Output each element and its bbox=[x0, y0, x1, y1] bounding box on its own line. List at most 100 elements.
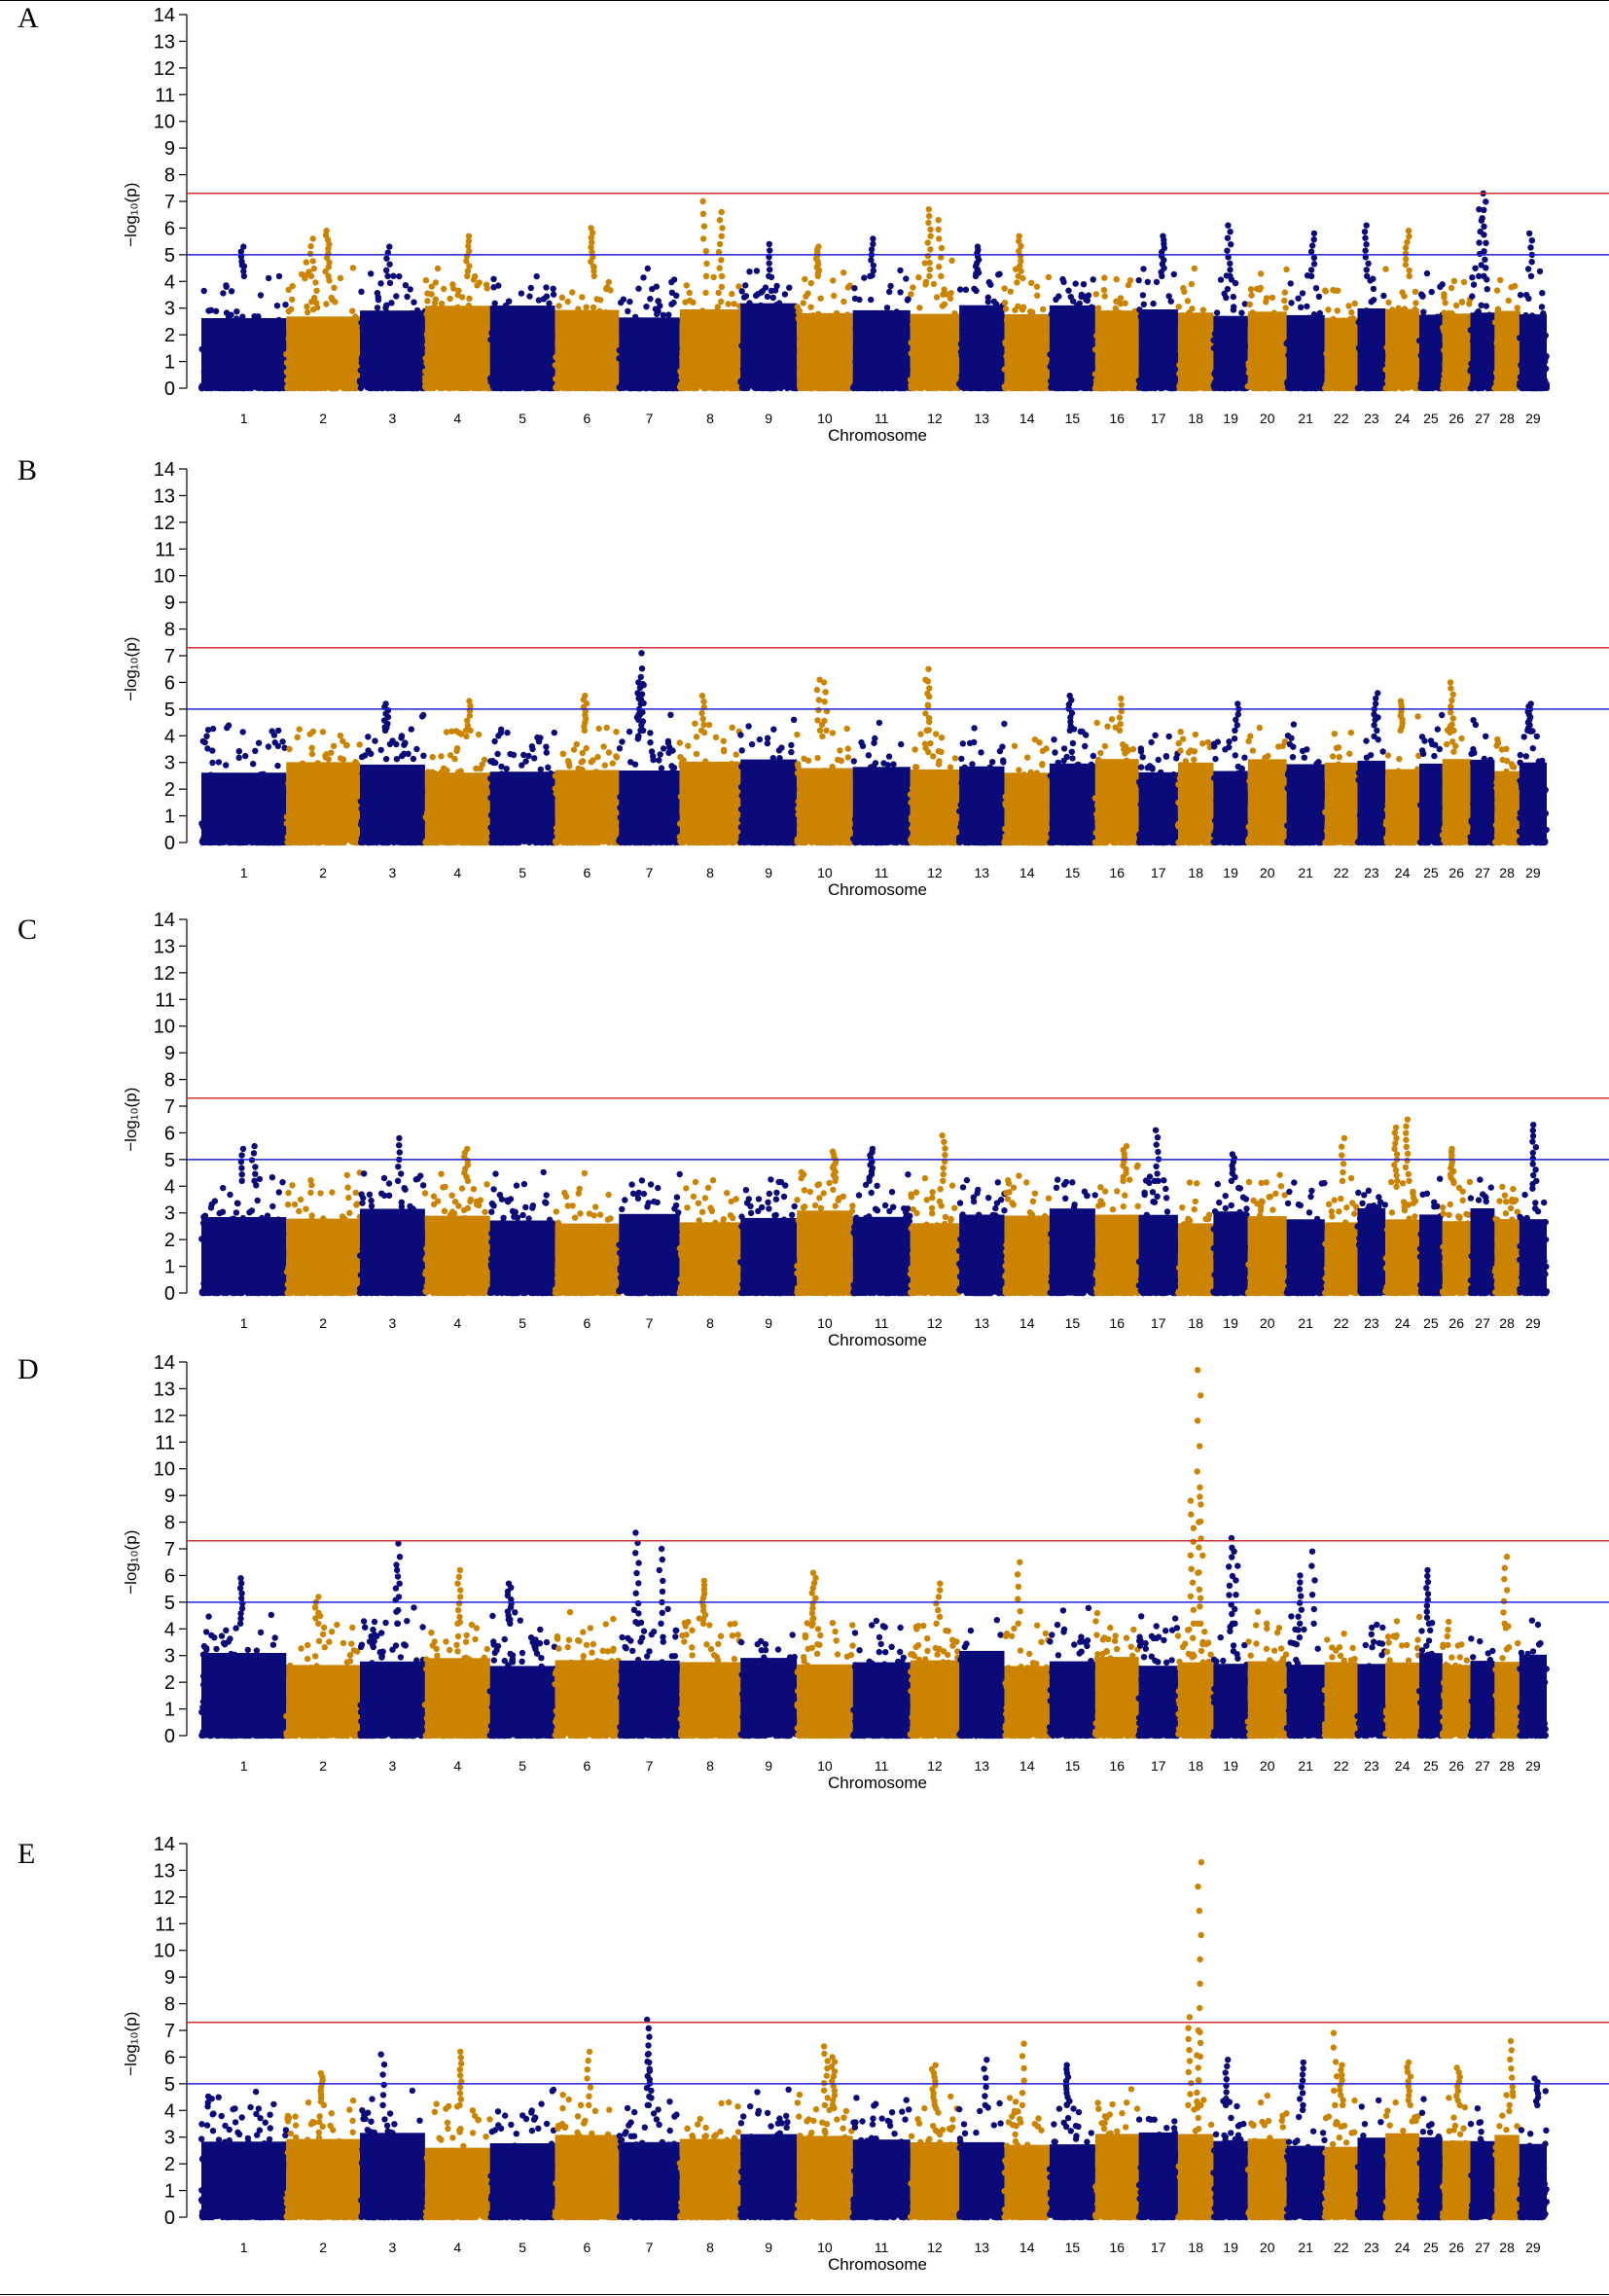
y-tick-label: 7 bbox=[164, 192, 175, 213]
snp-peak-point bbox=[307, 251, 313, 257]
snp-peak-point bbox=[703, 248, 709, 254]
chromosome-points-4 bbox=[422, 233, 493, 392]
snp-point bbox=[432, 300, 438, 305]
snp-point bbox=[449, 281, 455, 287]
snp-peak-point bbox=[719, 225, 725, 231]
snp-point bbox=[661, 312, 666, 318]
snp-point bbox=[565, 299, 571, 305]
chromosome-points-6 bbox=[553, 225, 623, 391]
y-tick-label: 4 bbox=[164, 271, 175, 293]
snp-point bbox=[687, 290, 693, 296]
snp-peak-point bbox=[383, 256, 389, 262]
chromosome-points-2 bbox=[283, 228, 363, 391]
snp-point bbox=[715, 304, 721, 309]
snp-peak-point bbox=[700, 211, 706, 217]
snp-peak-point bbox=[703, 261, 709, 267]
snp-point bbox=[377, 280, 383, 286]
snp-point bbox=[323, 301, 329, 306]
snp-point bbox=[220, 290, 226, 296]
snp-point bbox=[201, 288, 207, 294]
y-tick-label: 9 bbox=[164, 138, 175, 160]
snp-point bbox=[654, 311, 660, 317]
snp-density-band bbox=[360, 310, 425, 388]
snp-point bbox=[375, 290, 380, 296]
snp-point bbox=[584, 305, 590, 310]
y-tick-label: 14 bbox=[154, 5, 175, 26]
snp-point bbox=[424, 298, 430, 304]
snp-point bbox=[626, 299, 632, 305]
snp-point bbox=[471, 276, 477, 282]
snp-peak-point bbox=[717, 241, 723, 247]
snp-point bbox=[729, 291, 734, 297]
snp-point bbox=[490, 276, 496, 282]
snp-peak-point bbox=[719, 233, 725, 239]
snp-point bbox=[741, 294, 747, 300]
snp-point bbox=[266, 275, 271, 281]
snp-point bbox=[495, 282, 501, 288]
snp-peak-point bbox=[717, 265, 723, 270]
snp-peak-point bbox=[311, 266, 317, 271]
snp-peak-point bbox=[719, 273, 725, 279]
snp-point bbox=[590, 305, 596, 310]
snp-point bbox=[555, 303, 561, 308]
snp-point bbox=[387, 280, 393, 286]
snp-peak-point bbox=[310, 235, 316, 241]
chromosome-points-1 bbox=[198, 243, 289, 391]
snp-point bbox=[423, 277, 429, 283]
snp-point bbox=[551, 286, 556, 292]
y-tick-label: 0 bbox=[164, 378, 175, 400]
snp-point bbox=[669, 290, 675, 296]
snp-point bbox=[408, 286, 413, 292]
y-tick-label: 8 bbox=[164, 165, 175, 187]
snp-point bbox=[643, 304, 649, 309]
snp-peak-point bbox=[699, 198, 705, 204]
snp-point bbox=[579, 294, 585, 300]
snp-point bbox=[543, 284, 549, 290]
snp-point bbox=[746, 269, 752, 274]
snp-point bbox=[772, 287, 778, 293]
snp-point bbox=[358, 289, 364, 295]
snp-peak-point bbox=[386, 262, 392, 268]
snp-point bbox=[760, 288, 766, 294]
y-tick-label: 3 bbox=[164, 299, 175, 320]
snp-point bbox=[830, 277, 836, 283]
snp-point bbox=[492, 301, 498, 306]
snp-point bbox=[534, 273, 540, 279]
snp-point bbox=[313, 288, 319, 294]
snp-point bbox=[447, 296, 452, 302]
snp-point bbox=[668, 279, 674, 285]
snp-peak-point bbox=[240, 243, 246, 249]
snp-peak-point bbox=[308, 273, 314, 279]
chromosome-points-7 bbox=[616, 266, 682, 391]
snp-point bbox=[625, 308, 630, 314]
snp-point bbox=[551, 292, 556, 298]
snp-point bbox=[411, 300, 416, 305]
snp-point bbox=[739, 288, 745, 294]
snp-point bbox=[223, 282, 229, 288]
snp-point bbox=[390, 273, 396, 279]
snp-point bbox=[640, 274, 646, 280]
snp-point bbox=[606, 279, 612, 285]
snp-point bbox=[506, 299, 512, 305]
snp-peak-point bbox=[717, 217, 723, 223]
snp-peak-point bbox=[384, 273, 390, 279]
y-tick-label: 1 bbox=[164, 352, 175, 374]
snp-point bbox=[657, 303, 662, 308]
snp-point bbox=[404, 294, 410, 300]
snp-point bbox=[276, 273, 282, 279]
snp-point bbox=[687, 298, 693, 304]
snp-point bbox=[840, 299, 846, 305]
snp-point bbox=[801, 300, 806, 305]
snp-point bbox=[435, 266, 441, 271]
snp-point bbox=[726, 301, 732, 306]
snp-point bbox=[474, 282, 480, 288]
snp-point bbox=[544, 294, 550, 300]
chromosome-points-9 bbox=[737, 241, 800, 391]
snp-peak-point bbox=[767, 247, 772, 253]
snp-point bbox=[526, 293, 532, 299]
manhattan-figure: A01234567891011121314−log₁₀(p)1 2 3 4 5 6 7 8 9 1… bbox=[0, 0, 1609, 2296]
snp-density-band bbox=[490, 305, 555, 388]
snp-point bbox=[233, 308, 239, 314]
snp-point bbox=[782, 291, 788, 297]
snp-peak-point bbox=[701, 223, 707, 229]
